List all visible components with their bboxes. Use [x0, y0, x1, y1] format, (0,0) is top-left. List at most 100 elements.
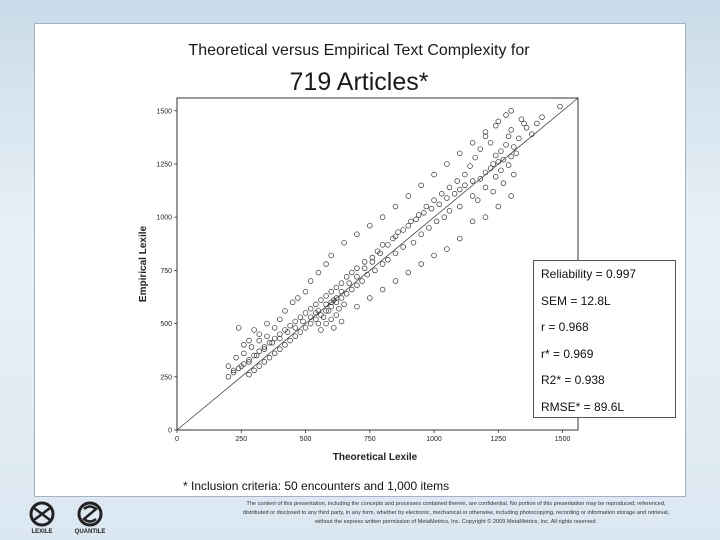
- stat-rmse: RMSE* = 89.6L: [541, 399, 625, 414]
- data-point: [444, 161, 450, 167]
- data-point: [487, 139, 494, 146]
- data-point: [433, 218, 440, 225]
- data-point: [318, 327, 324, 333]
- data-point: [354, 303, 360, 310]
- data-point: [238, 363, 245, 369]
- data-point: [302, 325, 309, 331]
- data-point: [454, 178, 460, 184]
- data-point: [266, 339, 273, 346]
- data-point: [277, 346, 283, 352]
- data-point: [518, 116, 525, 123]
- data-point: [359, 278, 365, 284]
- data-point: [364, 271, 370, 278]
- data-point: [225, 374, 232, 380]
- data-point: [282, 342, 288, 348]
- data-point: [482, 133, 489, 140]
- data-point: [233, 354, 239, 361]
- data-point: [271, 325, 278, 331]
- data-point: [338, 288, 345, 295]
- data-point: [338, 295, 345, 301]
- data-point: [508, 127, 514, 133]
- x-tick-label: 250: [235, 436, 247, 443]
- data-point: [302, 310, 309, 316]
- y-tick-label: 0: [168, 428, 172, 435]
- data-point: [354, 274, 360, 280]
- data-point: [361, 259, 368, 265]
- data-point: [482, 129, 489, 135]
- data-point: [444, 246, 450, 252]
- data-point: [508, 193, 514, 199]
- data-point: [271, 350, 278, 357]
- data-point: [467, 163, 473, 169]
- data-point: [462, 182, 468, 189]
- data-point: [508, 153, 514, 160]
- data-point: [261, 359, 268, 365]
- data-point: [323, 320, 329, 327]
- data-point: [246, 337, 252, 344]
- data-point: [418, 182, 424, 189]
- data-point: [469, 218, 476, 225]
- data-point: [323, 308, 329, 314]
- data-point: [400, 244, 406, 250]
- data-point: [277, 335, 283, 342]
- data-point: [413, 216, 419, 223]
- data-point: [292, 318, 298, 325]
- data-point: [495, 159, 502, 165]
- data-point: [256, 331, 263, 337]
- data-point: [292, 325, 298, 331]
- data-point: [338, 318, 345, 325]
- data-point: [457, 203, 463, 210]
- data-point: [521, 120, 527, 127]
- data-point: [482, 169, 489, 176]
- data-point: [431, 252, 437, 259]
- data-point: [498, 148, 504, 154]
- data-point: [457, 186, 463, 193]
- data-point: [477, 176, 484, 182]
- data-point: [405, 222, 412, 229]
- data-point: [508, 108, 514, 114]
- data-point: [482, 214, 489, 220]
- data-point: [369, 254, 376, 261]
- quantile-logo: QUANTILE: [75, 501, 105, 535]
- data-point: [313, 301, 319, 308]
- data-point: [343, 291, 350, 297]
- data-point: [266, 354, 273, 361]
- data-point: [297, 329, 304, 335]
- data-point: [354, 231, 360, 237]
- data-point: [477, 146, 484, 152]
- data-point: [246, 371, 252, 378]
- stat-r: r = 0.968: [541, 320, 589, 334]
- data-point: [341, 239, 347, 246]
- x-tick-label: 1250: [491, 436, 507, 443]
- data-point: [289, 299, 296, 306]
- logos: LEXILE QUANTILE: [29, 501, 105, 535]
- lexile-logo-text: LEXILE: [31, 529, 52, 535]
- y-tick-label: 1000: [156, 215, 172, 222]
- data-point: [439, 191, 445, 197]
- data-point: [295, 295, 301, 301]
- data-point: [315, 320, 322, 327]
- data-point: [248, 344, 255, 350]
- chart-title: Theoretical versus Empirical Text Comple…: [188, 42, 530, 59]
- y-tick-label: 250: [160, 374, 172, 381]
- data-point: [400, 227, 406, 233]
- data-point: [472, 154, 478, 161]
- data-point: [457, 235, 463, 242]
- data-point: [307, 320, 314, 327]
- data-point: [446, 208, 453, 214]
- data-point: [253, 352, 260, 359]
- data-point: [325, 308, 332, 314]
- data-point: [277, 316, 283, 323]
- data-point: [320, 314, 327, 320]
- data-point: [377, 250, 383, 257]
- plot-area: 0 250 500 750 1000 1250 1500 0 250 500 750 1000 1250…: [156, 97, 579, 443]
- data-point: [282, 308, 288, 314]
- data-point: [421, 210, 427, 216]
- data-point: [230, 367, 237, 374]
- stat-r-star: r* = 0.969: [541, 346, 594, 361]
- data-point: [251, 352, 257, 359]
- data-point: [492, 152, 499, 159]
- data-point: [418, 231, 424, 237]
- data-point: [225, 363, 232, 369]
- data-point: [331, 297, 337, 303]
